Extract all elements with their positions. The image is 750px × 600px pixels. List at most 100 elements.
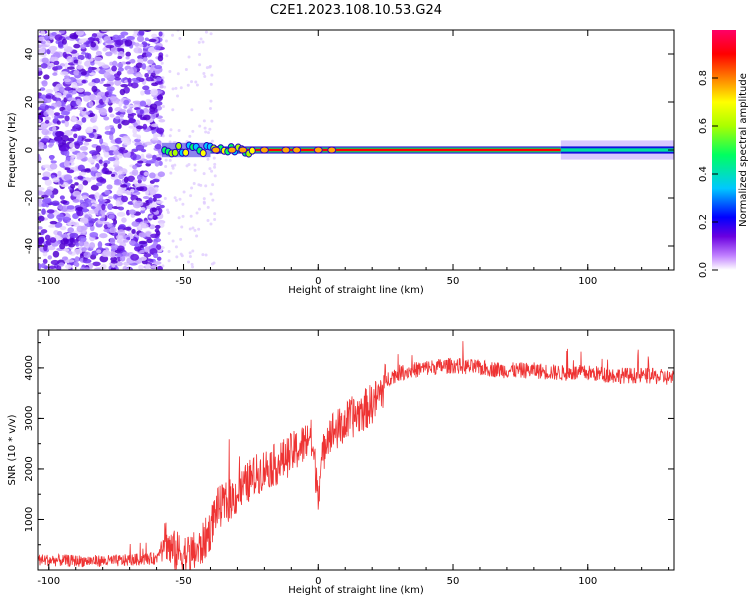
heat-noise-cell bbox=[82, 91, 92, 96]
heat-noise-cell bbox=[129, 67, 134, 74]
heat-faint-cell bbox=[212, 261, 216, 265]
colorbar: 0.0 0.2 0.4 0.6 0.8 Normalized spectral ampl… bbox=[698, 30, 749, 278]
heat-noise-cell bbox=[43, 74, 50, 80]
heat-noise-cell bbox=[55, 100, 62, 108]
heat-noise-cell bbox=[61, 38, 67, 45]
heat-band-blob bbox=[175, 141, 183, 150]
heat-noise-cell bbox=[103, 162, 108, 168]
heat-noise-cell bbox=[95, 182, 103, 187]
heat-noise-cell bbox=[96, 104, 105, 109]
heat-noise-cell bbox=[126, 36, 135, 41]
heat-noise-cell bbox=[41, 80, 48, 87]
heat-band-node bbox=[327, 146, 337, 154]
heat-faint-cell bbox=[166, 208, 170, 212]
heat-noise-cell bbox=[101, 251, 110, 258]
heat-noise-cell bbox=[105, 125, 111, 130]
heat-noise-cell bbox=[84, 52, 90, 59]
heat-noise-cell bbox=[64, 120, 69, 128]
heat-noise-cell bbox=[44, 34, 50, 41]
heat-noise-cell bbox=[88, 101, 94, 108]
heat-noise-cell bbox=[42, 171, 51, 179]
heat-noise-cell bbox=[82, 207, 88, 213]
snr-background bbox=[38, 330, 674, 570]
heat-noise-cell bbox=[144, 141, 153, 146]
heat-band-blob bbox=[248, 146, 256, 155]
heat-noise-cell bbox=[157, 94, 163, 101]
spectrogram-y-axis: -40 -20 0 20 40 bbox=[24, 29, 674, 271]
heat-faint-cell bbox=[212, 156, 216, 160]
heat-noise-cell bbox=[91, 85, 98, 93]
heat-noise-cell bbox=[60, 238, 69, 245]
heat-noise-cell bbox=[116, 211, 126, 217]
heat-faint-cell bbox=[176, 72, 180, 76]
heat-faint-cell bbox=[190, 262, 194, 266]
heat-noise-cell bbox=[46, 209, 55, 214]
heat-noise-cell bbox=[144, 246, 149, 253]
heat-noise-cell bbox=[92, 132, 98, 139]
heat-faint-cell bbox=[211, 198, 215, 202]
heat-faint-cell bbox=[202, 197, 206, 201]
heat-faint-cell bbox=[177, 216, 181, 220]
heat-noise-cell bbox=[88, 82, 96, 87]
heat-band-blob bbox=[199, 149, 207, 158]
heat-faint-cell bbox=[187, 260, 191, 264]
heat-noise-cell bbox=[149, 103, 158, 110]
heat-noise-cell bbox=[99, 178, 107, 184]
heat-noise-cell bbox=[134, 183, 142, 187]
heat-noise-cell bbox=[67, 137, 75, 142]
heat-noise-cell bbox=[52, 250, 60, 258]
heat-noise-cell bbox=[122, 265, 128, 270]
heat-noise-cell bbox=[107, 223, 114, 228]
heat-noise-cell bbox=[103, 228, 112, 233]
heat-noise-cell bbox=[73, 261, 79, 267]
heat-noise-cell bbox=[131, 228, 136, 234]
heat-faint-cell bbox=[171, 164, 175, 168]
heat-noise-cell bbox=[60, 200, 68, 204]
heat-noise-cell bbox=[58, 139, 63, 145]
heat-faint-cell bbox=[204, 184, 208, 188]
heat-band-node bbox=[227, 146, 237, 154]
heat-noise-cell bbox=[90, 41, 97, 48]
heat-noise-cell bbox=[58, 86, 65, 93]
heat-noise-cell bbox=[108, 106, 113, 113]
heat-faint-cell bbox=[195, 234, 199, 238]
colorbar-tick-label: 0.6 bbox=[698, 118, 709, 134]
heat-noise-cell bbox=[64, 167, 71, 171]
heat-noise-cell bbox=[51, 31, 57, 36]
heat-faint-cell bbox=[179, 86, 183, 90]
heat-noise-cell bbox=[109, 237, 116, 245]
heat-faint-cell bbox=[179, 252, 183, 256]
heat-noise-cell bbox=[126, 104, 134, 108]
heat-faint-cell bbox=[191, 249, 195, 253]
heat-faint-cell bbox=[211, 183, 215, 187]
heat-noise-cell bbox=[133, 179, 138, 185]
heat-noise-cell bbox=[92, 261, 101, 267]
heat-noise-cell bbox=[45, 189, 53, 196]
heat-noise-cell bbox=[100, 144, 107, 150]
heat-noise-cell bbox=[116, 234, 124, 240]
heat-noise-cell bbox=[154, 228, 160, 233]
heat-faint-cell bbox=[195, 83, 199, 87]
heat-noise-cell bbox=[70, 183, 76, 189]
heat-faint-cell bbox=[204, 253, 208, 257]
heat-faint-cell bbox=[198, 124, 202, 128]
heat-noise-cell bbox=[105, 39, 115, 44]
heat-faint-cell bbox=[171, 33, 175, 37]
heat-noise-cell bbox=[75, 242, 80, 247]
heat-faint-cell bbox=[206, 205, 210, 209]
heat-noise-cell bbox=[89, 242, 96, 249]
heat-noise-cell bbox=[65, 259, 75, 263]
heat-noise-cell bbox=[138, 232, 147, 238]
colorbar-label: Normalized spectral amplitude bbox=[738, 73, 749, 227]
heat-noise-cell bbox=[78, 171, 86, 176]
heat-noise-cell bbox=[81, 247, 88, 252]
heat-noise-cell bbox=[52, 72, 58, 76]
heat-noise-cell bbox=[38, 44, 43, 49]
heat-noise-cell bbox=[158, 204, 165, 209]
heat-noise-cell bbox=[119, 108, 127, 113]
heat-noise-cell bbox=[122, 239, 129, 243]
heat-noise-cell bbox=[121, 195, 128, 203]
heat-noise-cell bbox=[139, 109, 144, 114]
heat-faint-cell bbox=[165, 54, 169, 58]
heat-noise-cell bbox=[152, 197, 157, 202]
